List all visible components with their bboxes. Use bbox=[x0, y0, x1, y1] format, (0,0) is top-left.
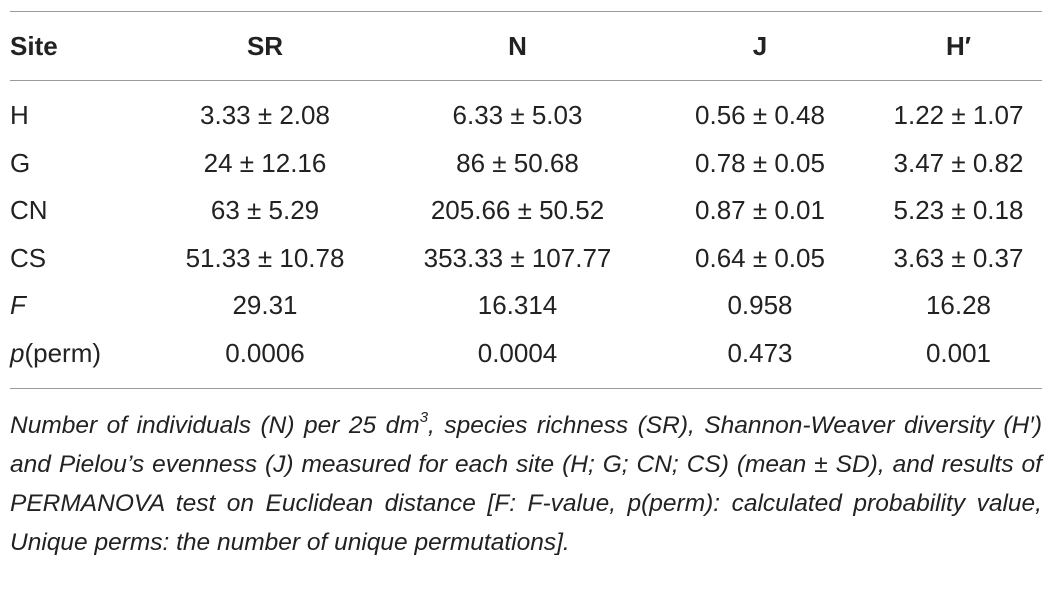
cell-n: 205.66 ± 50.52 bbox=[430, 195, 605, 226]
table-top-rule bbox=[10, 11, 1042, 12]
cell-h: 1.22 ± 1.07 bbox=[893, 100, 1024, 131]
p-h: 0.001 bbox=[925, 337, 992, 368]
cell-j: 0.64 ± 0.05 bbox=[695, 242, 825, 273]
row-site: G bbox=[10, 147, 31, 178]
table-row: CS 51.33 ± 10.78 353.33 ± 107.77 0.64 ± … bbox=[10, 235, 1042, 283]
f-sr: 29.31 bbox=[232, 290, 298, 321]
results-table: Site SR N J H′ H 3.33 ± 2.08 6.33 ± 5.03… bbox=[10, 12, 1042, 377]
p-sr: 0.0006 bbox=[225, 337, 305, 368]
table-header-rule bbox=[10, 80, 1042, 81]
f-j: 0.958 bbox=[727, 290, 793, 321]
p-n: 0.0004 bbox=[477, 337, 558, 368]
table-bottom-rule bbox=[10, 388, 1042, 389]
p-perm-label: p(perm) bbox=[10, 330, 140, 378]
header-sr: SR bbox=[246, 30, 284, 61]
cell-j: 0.78 ± 0.05 bbox=[695, 147, 825, 178]
cell-sr: 3.33 ± 2.08 bbox=[200, 100, 330, 131]
cell-h: 3.63 ± 0.37 bbox=[893, 242, 1024, 273]
caption-text-start: Number of individuals (N) per 25 dm bbox=[10, 412, 420, 439]
cell-h: 5.23 ± 0.18 bbox=[893, 195, 1024, 226]
cell-j: 0.87 ± 0.01 bbox=[695, 195, 825, 226]
cell-j: 0.56 ± 0.48 bbox=[695, 100, 825, 131]
f-value-row: F 29.31 16.314 0.958 16.28 bbox=[10, 282, 1042, 330]
table-header-row: Site SR N J H′ bbox=[10, 12, 1042, 80]
caption-superscript: 3 bbox=[419, 409, 429, 426]
cell-sr: 63 ± 5.29 bbox=[210, 195, 320, 226]
cell-sr: 51.33 ± 10.78 bbox=[185, 242, 345, 273]
cell-sr: 24 ± 12.16 bbox=[203, 147, 327, 178]
header-j: J bbox=[752, 30, 768, 61]
table-row: H 3.33 ± 2.08 6.33 ± 5.03 0.56 ± 0.48 1.… bbox=[10, 80, 1042, 140]
p-j: 0.473 bbox=[727, 337, 793, 368]
f-h: 16.28 bbox=[925, 290, 992, 321]
f-n: 16.314 bbox=[477, 290, 558, 321]
cell-n: 86 ± 50.68 bbox=[456, 147, 579, 178]
table-caption: Number of individuals (N) per 25 dm3, sp… bbox=[10, 406, 1042, 562]
p-label-italic: p bbox=[10, 337, 25, 368]
caption-text-end: , species richness (SR), Shannon-Weaver … bbox=[10, 412, 1042, 556]
header-n: N bbox=[508, 30, 527, 61]
row-site: CS bbox=[10, 242, 47, 273]
p-label-rest: (perm) bbox=[24, 337, 102, 368]
row-site: CN bbox=[10, 195, 48, 226]
table-row: G 24 ± 12.16 86 ± 50.68 0.78 ± 0.05 3.47… bbox=[10, 140, 1042, 188]
p-perm-row: p(perm) 0.0006 0.0004 0.473 0.001 bbox=[10, 330, 1042, 378]
cell-n: 6.33 ± 5.03 bbox=[452, 100, 583, 131]
f-label: F bbox=[10, 290, 26, 321]
cell-h: 3.47 ± 0.82 bbox=[893, 147, 1024, 178]
table-row: CN 63 ± 5.29 205.66 ± 50.52 0.87 ± 0.01 … bbox=[10, 187, 1042, 235]
header-site: Site bbox=[10, 30, 58, 61]
cell-n: 353.33 ± 107.77 bbox=[423, 242, 612, 273]
header-h: H′ bbox=[945, 30, 971, 61]
row-site: H bbox=[10, 100, 29, 131]
